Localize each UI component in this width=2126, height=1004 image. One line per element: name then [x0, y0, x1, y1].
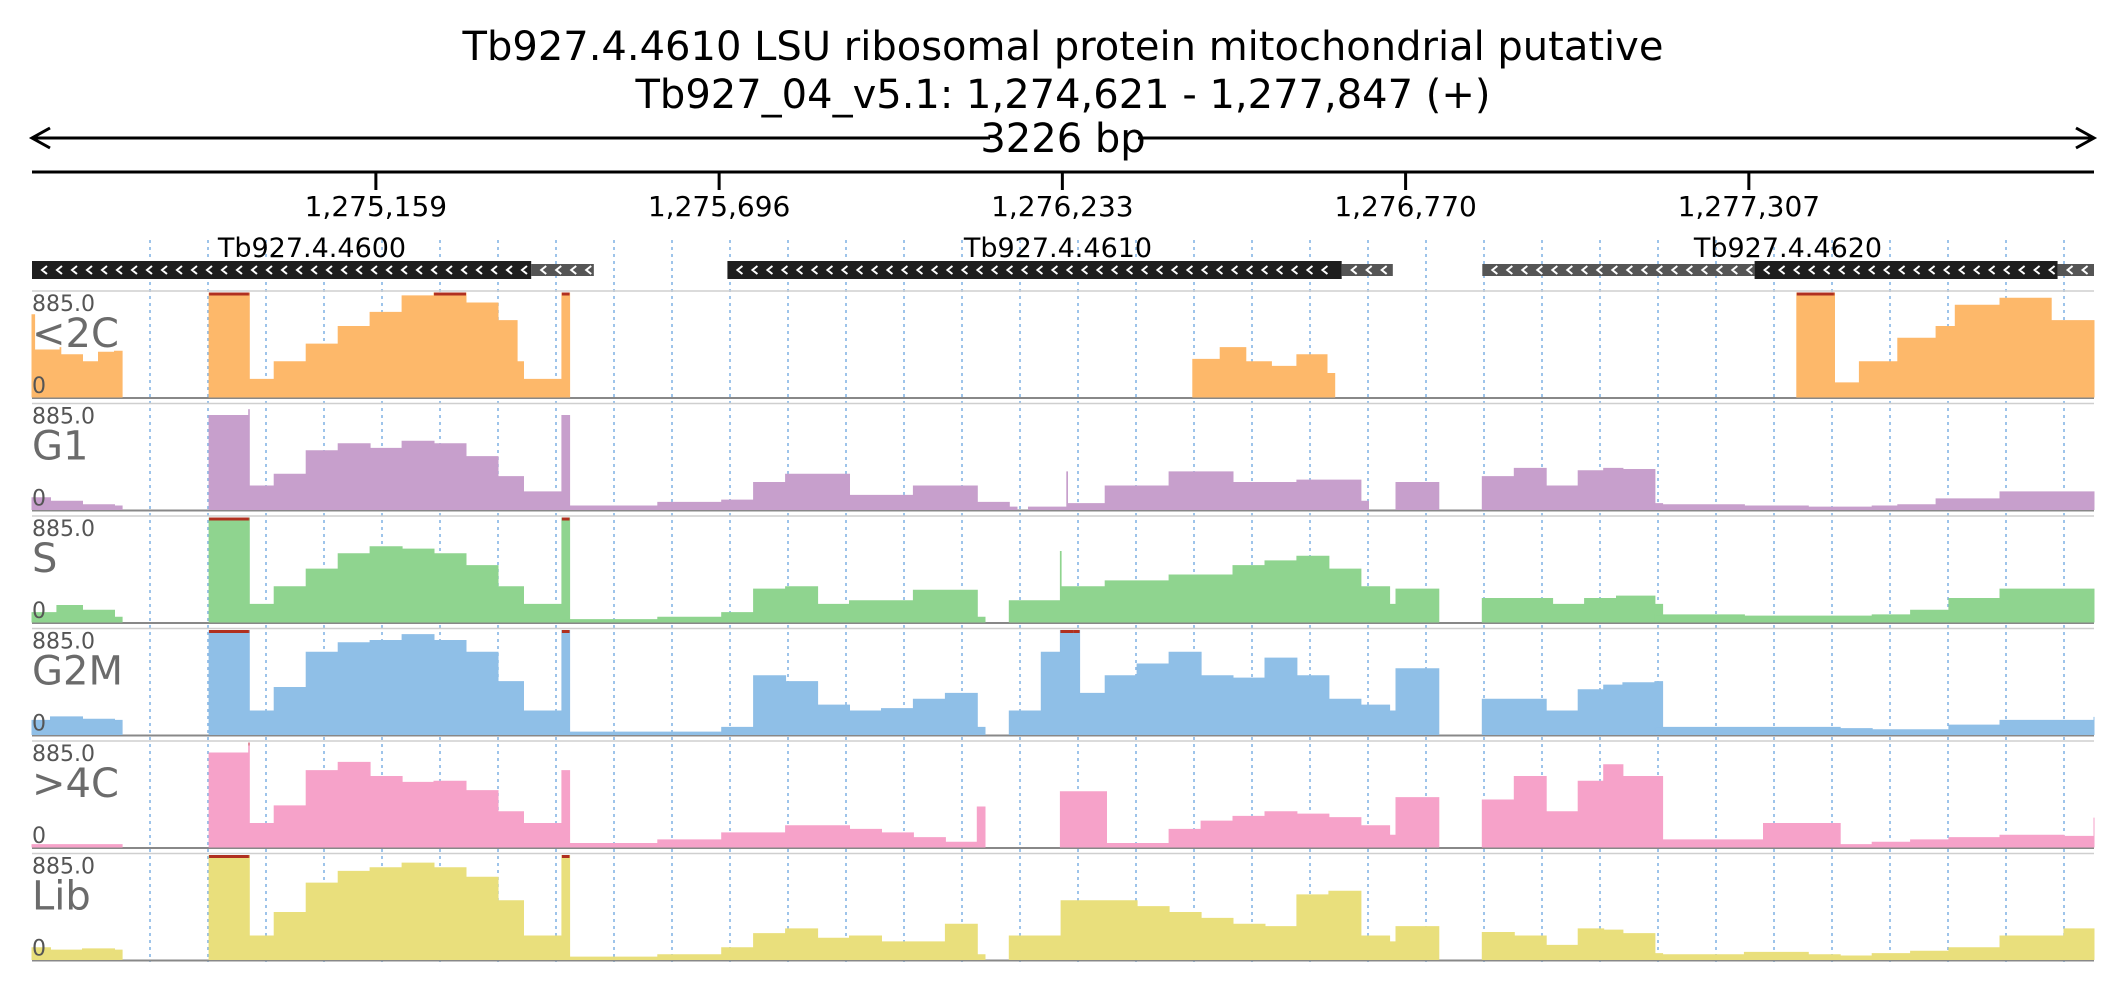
span-ruler: 3226 bp	[28, 116, 2098, 162]
coverage-area	[1654, 491, 2095, 510]
track-max-label: 885.0	[32, 405, 95, 430]
coverage-area	[31, 314, 123, 398]
coverage-area	[208, 517, 571, 623]
coverage-area	[208, 292, 571, 398]
track-min-label: 0	[32, 487, 46, 512]
span-label: 3226 bp	[980, 116, 1145, 162]
coverage-area	[31, 844, 123, 848]
span-arrow-right	[2075, 126, 2098, 150]
coverage-area	[1395, 588, 1440, 623]
gene-utr	[531, 264, 594, 276]
tick-label: 1,276,770	[1334, 190, 1477, 223]
strand-chevrons	[1762, 265, 2056, 275]
coverage-track: 885.0 0 S	[31, 515, 2095, 624]
track-max-label: 885.0	[32, 742, 95, 767]
track-label: <2C	[32, 311, 119, 357]
gene-track: Tb927.4.4600 Tb927.4.4610 Tb927.4.4620	[32, 233, 2094, 279]
tick-label: 1,275,159	[305, 190, 448, 223]
strand-chevrons	[1490, 265, 1753, 275]
tick-label: 1,277,307	[1678, 190, 1821, 223]
track-min-label: 0	[32, 937, 46, 962]
coverage-area	[1481, 928, 1664, 960]
track-label: G2M	[32, 649, 123, 695]
coverage-area	[208, 742, 571, 848]
coverage-area	[1481, 681, 1664, 735]
strand-chevrons	[40, 265, 528, 275]
coverage-area	[31, 716, 123, 735]
coverage-area	[562, 806, 986, 848]
tick-label: 1,275,696	[648, 190, 791, 223]
coverage-area	[562, 473, 1018, 510]
track-label: G1	[32, 424, 88, 470]
region-label: Tb927_04_v5.1: 1,274,621 - 1,277,847 (+)	[635, 72, 1491, 118]
coverage-area	[562, 675, 986, 735]
track-min-label: 0	[32, 824, 46, 849]
track-label: Lib	[32, 874, 91, 920]
track-max-label: 885.0	[32, 630, 95, 655]
coverage-area	[208, 630, 571, 735]
strand-chevrons	[539, 265, 592, 275]
axis-ticks: 1,275,159 1,275,696 1,276,233 1,276,770 1,27…	[305, 172, 1820, 223]
coverage-area	[1654, 817, 2095, 848]
coverage-area	[562, 923, 986, 960]
track-label: >4C	[32, 761, 119, 807]
gene-label: Tb927.4.4610	[963, 233, 1152, 264]
coverage-track: 885.0 0 G1	[31, 402, 2095, 512]
gene-utr	[1482, 264, 1755, 276]
coverage-area	[208, 409, 571, 510]
coverage-area	[1059, 791, 1107, 848]
coverage-area	[1395, 926, 1440, 960]
coverage-track: 885.0 0 >4C	[31, 740, 2095, 849]
strand-chevrons	[1350, 265, 1388, 275]
gene-model[interactable]: Tb927.4.4600	[32, 233, 594, 279]
coverage-area	[1796, 292, 2095, 398]
gene-body	[727, 261, 1342, 279]
coverage-area	[31, 605, 123, 623]
coverage-area	[562, 586, 986, 623]
track-min-label: 0	[32, 599, 46, 624]
coverage-track: 885.0 0 G2M	[31, 627, 2095, 737]
coverage-area	[1481, 467, 1664, 510]
strand-chevrons	[2065, 265, 2089, 275]
gene-label: Tb927.4.4620	[1693, 233, 1882, 264]
track-max-label: 885.0	[32, 292, 95, 317]
coverage-tracks: 885.00<2C885.00G1885.00S885.00G2M885.00>…	[31, 290, 2095, 962]
chart-title: Tb927.4.4610 LSU ribosomal protein mitoc…	[462, 24, 1664, 70]
gene-model[interactable]: Tb927.4.4610	[727, 233, 1393, 279]
track-min-label: 0	[32, 712, 46, 737]
coverage-area	[31, 947, 123, 960]
coverage-area	[1008, 890, 1398, 960]
track-max-label: 885.0	[32, 517, 95, 542]
track-min-label: 0	[32, 374, 46, 399]
coverage-track: 885.0 0 <2C	[31, 290, 2095, 399]
coverage-area	[1654, 588, 2095, 623]
coverage-area	[1104, 811, 1398, 848]
coverage-area	[1654, 716, 2095, 735]
gene-utr	[2057, 264, 2094, 276]
coverage-area	[1395, 482, 1440, 510]
track-max-label: 885.0	[32, 855, 95, 880]
strand-chevrons	[735, 265, 1329, 275]
coverage-area	[1008, 630, 1398, 735]
coverage-area	[31, 497, 123, 510]
gene-label: Tb927.4.4600	[217, 233, 406, 264]
coverage-area	[1654, 928, 2095, 960]
coverage-area	[1008, 551, 1398, 623]
gene-model[interactable]: Tb927.4.4620	[1482, 233, 2094, 279]
gene-body	[1754, 261, 2058, 279]
coverage-area	[208, 855, 571, 960]
coverage-area	[1192, 347, 1336, 398]
coverage-track: 885.0 0 Lib	[31, 852, 2095, 962]
coverage-area	[1395, 797, 1440, 848]
coverage-area	[1028, 471, 1369, 510]
track-label: S	[32, 536, 57, 582]
span-arrow-left	[28, 126, 51, 150]
coverage-area	[1395, 668, 1440, 735]
coverage-area	[1481, 764, 1664, 848]
tick-label: 1,276,233	[991, 190, 1134, 223]
coverage-area	[1481, 595, 1664, 623]
